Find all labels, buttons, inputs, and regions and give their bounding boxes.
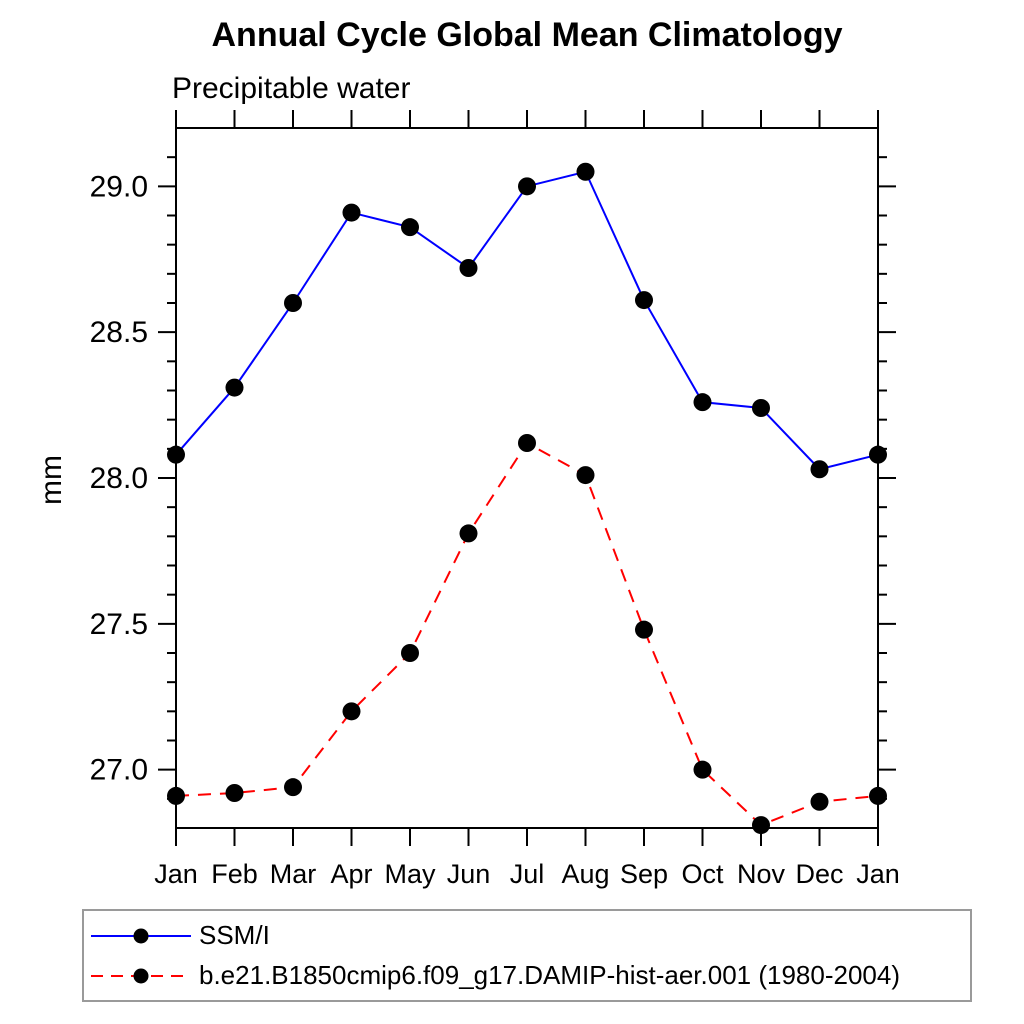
y-tick-label: 29.0 bbox=[90, 170, 148, 203]
x-tick-label: Jul bbox=[510, 859, 545, 889]
data-point-marker-s1 bbox=[576, 466, 595, 485]
data-point-marker-s0 bbox=[167, 445, 185, 464]
data-point-marker-s1 bbox=[693, 760, 712, 779]
legend-line-sample-ssmi bbox=[91, 928, 191, 943]
legend-entry-model: b.e21.B1850cmip6.f09_g17.DAMIP-hist-aer.… bbox=[89, 956, 970, 996]
series-line-1 bbox=[175, 441, 879, 827]
y-tick-label: 27.0 bbox=[90, 754, 148, 787]
data-point-marker-s0 bbox=[518, 177, 536, 196]
legend-line-sample-model bbox=[91, 968, 191, 983]
x-tick-label: Sep bbox=[620, 859, 668, 889]
chart-subtitle: Precipitable water bbox=[172, 72, 411, 105]
y-tick-label: 28.0 bbox=[90, 462, 148, 495]
data-point-marker-s1 bbox=[518, 434, 536, 452]
data-point-marker-s0 bbox=[869, 445, 887, 464]
x-tick-label: Jan bbox=[154, 859, 198, 889]
data-point-marker-s1 bbox=[342, 702, 361, 721]
legend-box: SSM/I b.e21.B1850cmip6.f09_g17.DAMIP-his… bbox=[82, 909, 972, 1002]
plot-frame bbox=[175, 127, 879, 829]
data-point-marker-s1 bbox=[752, 816, 770, 835]
legend-label-model: b.e21.B1850cmip6.f09_g17.DAMIP-hist-aer.… bbox=[199, 960, 900, 990]
data-point-marker-s1 bbox=[635, 620, 653, 639]
data-point-marker-s0 bbox=[459, 259, 478, 277]
legend-sample-marker bbox=[133, 968, 149, 983]
x-tick-label: Jun bbox=[447, 859, 491, 889]
x-tick-label: May bbox=[384, 859, 436, 889]
data-point-marker-s1 bbox=[401, 644, 419, 662]
y-tick-label: 28.5 bbox=[90, 316, 148, 349]
data-point-marker-s1 bbox=[869, 786, 887, 805]
legend-entry-ssmi: SSM/I bbox=[89, 916, 970, 956]
data-point-marker-s0 bbox=[225, 378, 244, 397]
data-point-marker-s0 bbox=[635, 291, 653, 310]
x-tick-label: Aug bbox=[561, 859, 609, 889]
data-point-marker-s0 bbox=[693, 393, 712, 412]
data-point-marker-s1 bbox=[284, 778, 302, 797]
data-point-marker-s0 bbox=[576, 162, 595, 181]
data-point-marker-s0 bbox=[752, 399, 770, 417]
chart-title: Annual Cycle Global Mean Climatology bbox=[211, 16, 843, 54]
legend-sample-marker bbox=[133, 928, 149, 943]
data-point-marker-s1 bbox=[225, 784, 244, 802]
data-point-marker-s0 bbox=[284, 294, 302, 312]
x-tick-label: Apr bbox=[330, 859, 372, 889]
x-tick-label: Oct bbox=[681, 859, 724, 889]
legend-label-ssmi: SSM/I bbox=[199, 920, 270, 950]
x-tick-label: Nov bbox=[737, 859, 786, 889]
series-line-0 bbox=[175, 170, 879, 471]
data-point-marker-s1 bbox=[459, 524, 478, 543]
data-point-marker-s0 bbox=[401, 218, 419, 237]
x-tick-label: Dec bbox=[795, 859, 843, 889]
x-tick-label: Mar bbox=[270, 859, 317, 889]
x-tick-label: Feb bbox=[211, 859, 258, 889]
x-tick-label: Jan bbox=[856, 859, 900, 889]
y-tick-label: 27.5 bbox=[90, 608, 148, 641]
data-point-marker-s0 bbox=[342, 203, 361, 222]
data-point-marker-s0 bbox=[810, 460, 829, 479]
data-point-marker-s1 bbox=[810, 792, 829, 811]
data-point-marker-s1 bbox=[167, 786, 185, 805]
